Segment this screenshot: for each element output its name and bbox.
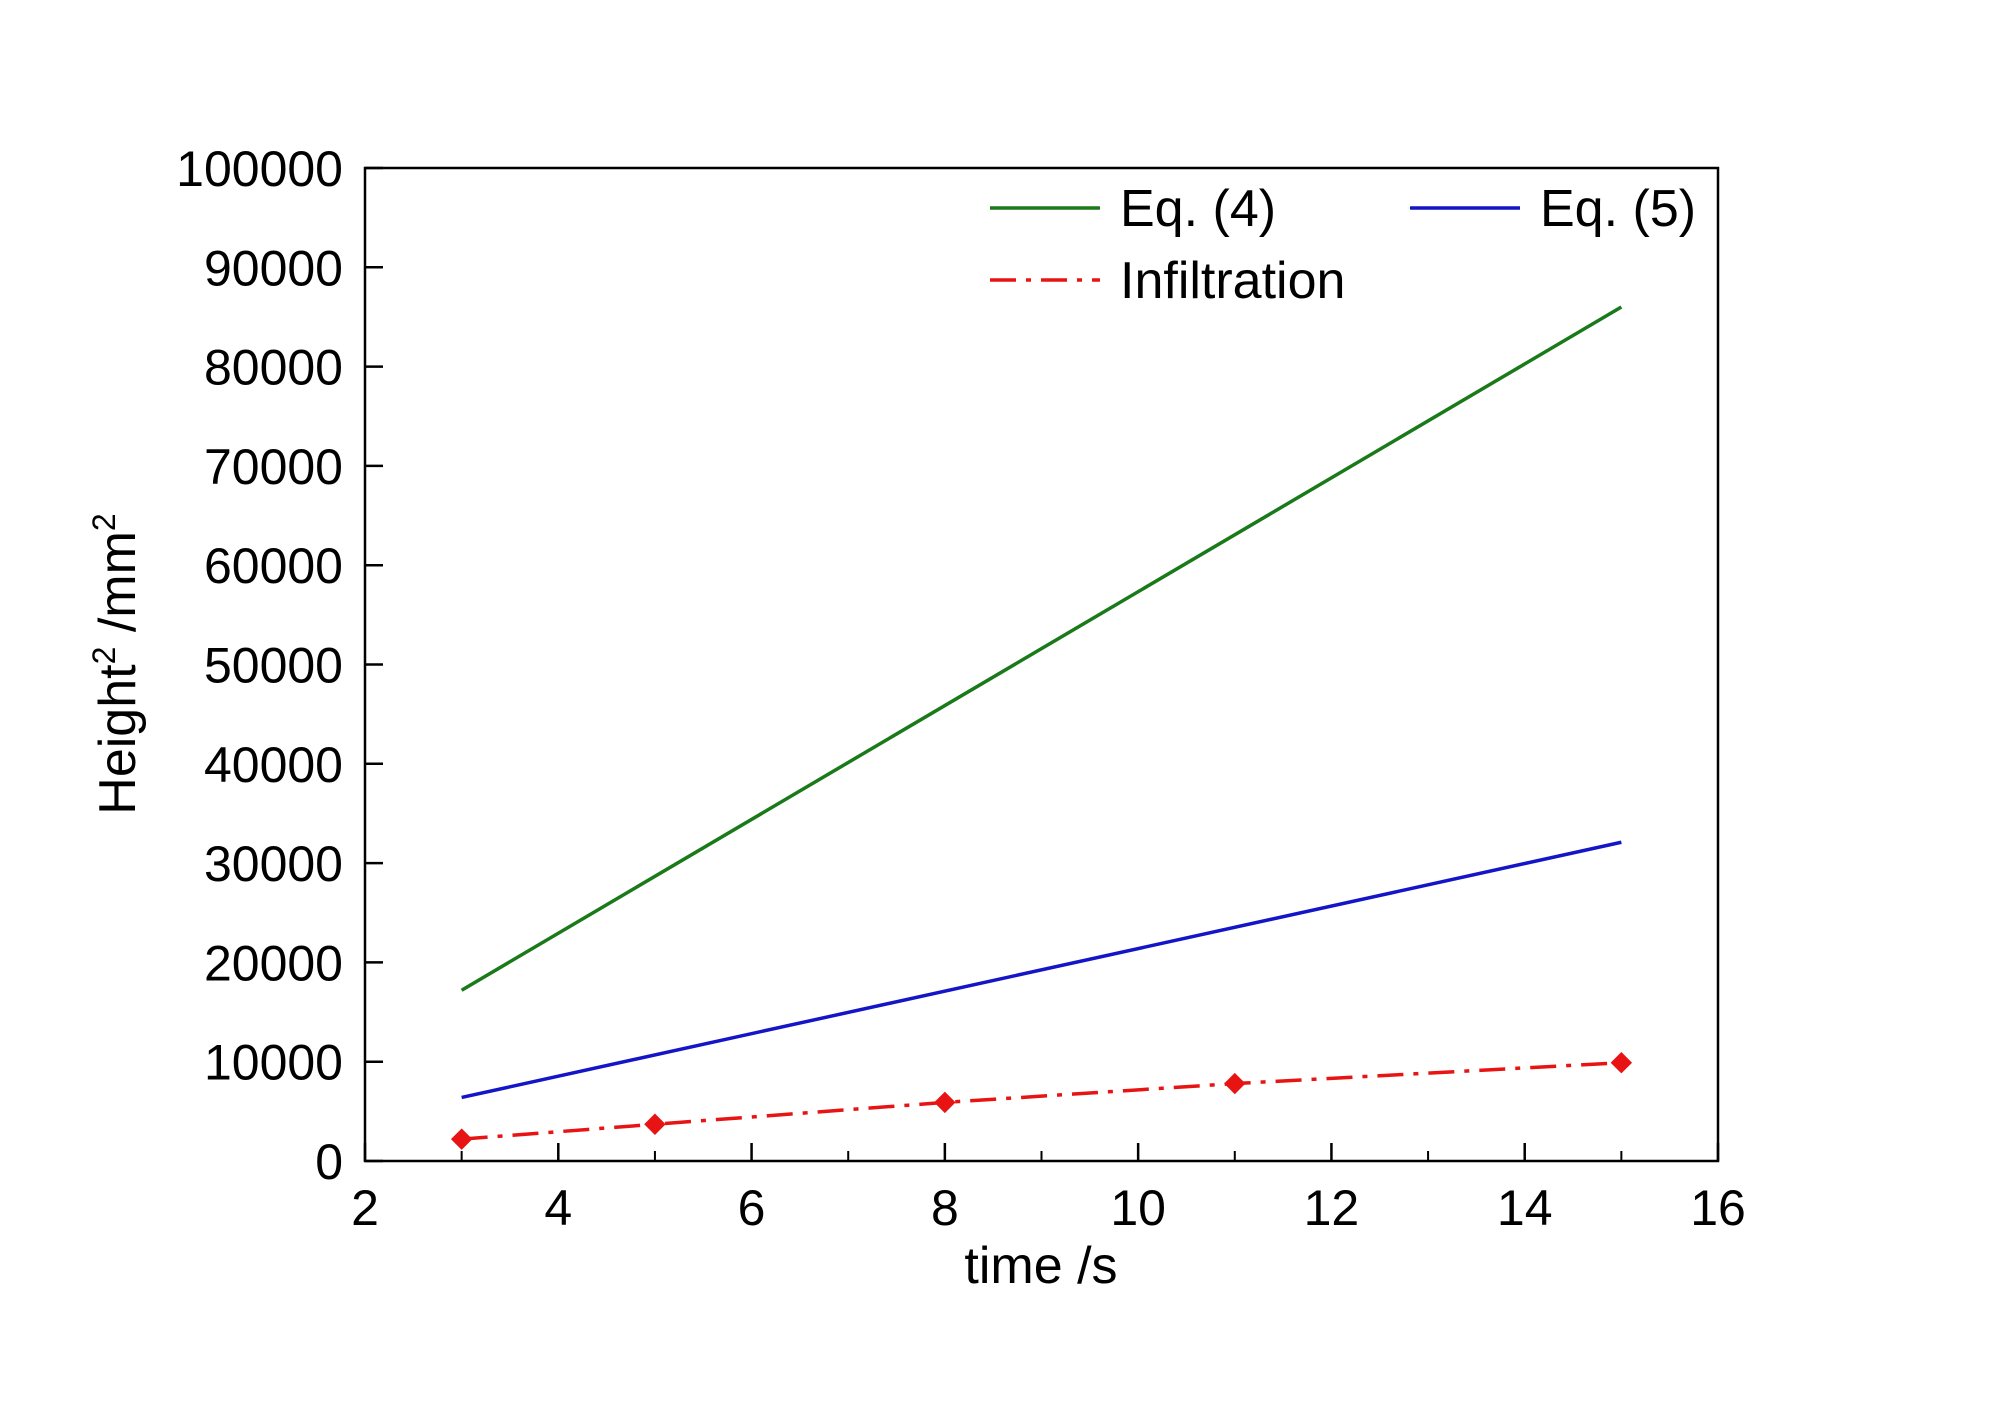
legend: Eq. (4) Eq. (5) Infiltration	[990, 180, 1696, 310]
data-point-marker	[644, 1113, 666, 1135]
series-line-2	[461, 840, 1622, 1100]
data-point-marker	[1610, 1051, 1633, 1074]
y-tick-label: 80000	[204, 340, 343, 396]
x-tick-label: 4	[544, 1180, 572, 1236]
y-tick-label: 50000	[204, 638, 343, 694]
y-tick-label: 60000	[204, 538, 343, 594]
data-point-marker	[1224, 1072, 1246, 1095]
series-line-3	[461, 1060, 1622, 1141]
x-tick-label: 6	[738, 1180, 766, 1236]
series-line-1	[460, 305, 1623, 992]
y-tick-label: 30000	[204, 836, 343, 892]
x-tick-label: 8	[931, 1180, 959, 1236]
x-tick-label: 10	[1110, 1180, 1166, 1236]
x-tick-label: 16	[1690, 1180, 1746, 1236]
plot-frame	[363, 166, 1720, 1163]
y-axis-title: Height2 /mm2	[86, 513, 147, 814]
y-tick-label: 70000	[204, 439, 343, 495]
y-tick-label: 10000	[204, 1035, 343, 1091]
x-tick-label: 14	[1497, 1180, 1553, 1236]
x-tick-label: 2	[351, 1180, 379, 1236]
x-axis-title: time /s	[964, 1237, 1117, 1295]
legend-label-1: Eq. (4)	[1120, 180, 1276, 238]
y-tick-label: 20000	[204, 935, 343, 991]
data-point-marker	[450, 1128, 473, 1150]
legend-label-2: Eq. (5)	[1540, 180, 1696, 238]
axis-ticks: 2 4 6 8 10 12 14 16 0 10000 20000 30000 40000 50000 60…	[176, 141, 1746, 1236]
legend-label-3: Infiltration	[1120, 252, 1345, 310]
y-tick-label: 90000	[204, 240, 343, 296]
y-tick-label: 40000	[204, 737, 343, 793]
x-tick-label: 12	[1304, 1180, 1360, 1236]
y-tick-label: 100000	[176, 141, 343, 197]
series-group	[450, 305, 1633, 1150]
y-tick-label: 0	[315, 1134, 343, 1190]
data-point-marker	[934, 1091, 956, 1114]
